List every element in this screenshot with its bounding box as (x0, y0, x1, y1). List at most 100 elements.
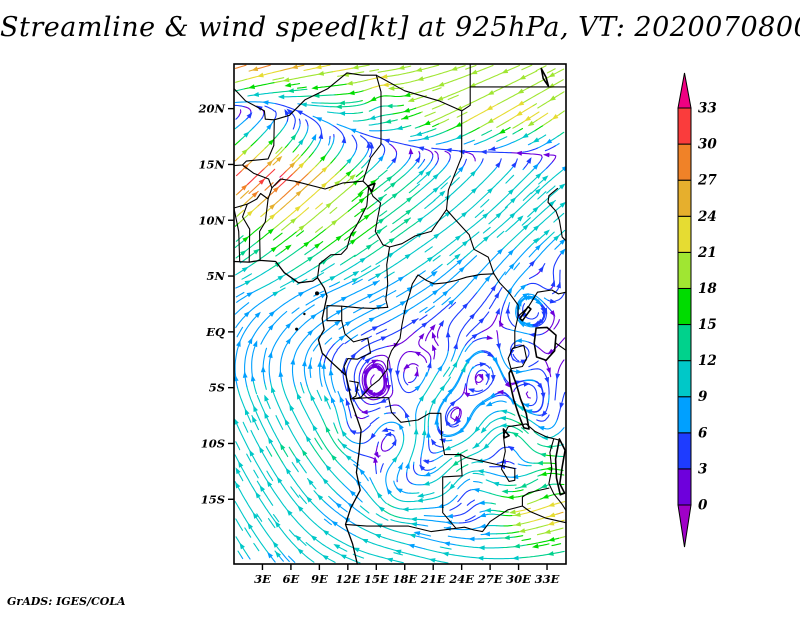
streamline (328, 495, 331, 499)
flow-arrowhead (438, 319, 445, 327)
streamline (536, 156, 543, 166)
flow-arrowhead (386, 488, 393, 495)
streamline (552, 252, 562, 285)
flow-arrowhead (395, 370, 400, 377)
flow-arrowhead (468, 536, 475, 542)
streamline (240, 190, 250, 199)
streamline (315, 142, 320, 150)
lake-outline (366, 182, 376, 192)
flow-arrowhead (331, 219, 338, 226)
flow-arrowhead (449, 483, 456, 491)
flow-arrowhead (328, 368, 334, 376)
flow-arrowhead (442, 290, 449, 297)
streamline (424, 246, 433, 253)
streamline (432, 123, 440, 128)
streamline (331, 67, 353, 73)
streamline (247, 554, 251, 560)
flow-arrowhead (405, 462, 410, 469)
flow-arrowhead (490, 375, 496, 382)
flow-arrowhead (380, 74, 388, 79)
streamline (310, 443, 325, 464)
flow-arrowhead (259, 485, 266, 492)
streamline (525, 391, 531, 399)
streamline (453, 171, 459, 178)
streamline (528, 360, 539, 368)
streamline (269, 381, 304, 452)
streamline (533, 419, 558, 430)
streamline (512, 122, 523, 129)
streamline (306, 125, 309, 133)
streamline (528, 469, 542, 475)
flow-arrowhead (349, 430, 357, 435)
flow-arrowhead (252, 340, 258, 348)
streamline (526, 461, 535, 464)
flow-arrowhead (370, 179, 377, 186)
flow-arrowhead (387, 368, 393, 375)
flow-arrowhead (377, 195, 385, 202)
flow-arrowhead (348, 90, 355, 96)
flow-arrowhead (340, 442, 348, 449)
country-border (316, 186, 370, 279)
flow-arrowhead (254, 311, 261, 318)
colorbar-label: 3 (698, 461, 707, 477)
streamline (377, 65, 412, 73)
streamline (444, 393, 464, 426)
streamline (391, 404, 399, 407)
flow-arrowhead (376, 364, 384, 370)
flow-arrowhead (367, 293, 374, 299)
streamline (537, 191, 547, 200)
streamline (517, 501, 566, 516)
streamline (235, 292, 277, 329)
streamline (370, 105, 383, 111)
flow-arrowhead (538, 265, 544, 273)
streamline (432, 255, 441, 262)
streamline (358, 372, 364, 393)
flow-arrowhead (310, 394, 316, 401)
country-border (548, 438, 567, 511)
streamline (385, 412, 396, 414)
flow-arrowhead (515, 150, 522, 156)
lon-tick-label: 6E (283, 572, 300, 586)
streamline (498, 347, 532, 373)
streamline (424, 469, 450, 485)
streamline (534, 125, 544, 132)
flow-arrowhead (318, 132, 324, 140)
colorbar-label: 33 (698, 101, 717, 117)
streamline (457, 478, 471, 490)
streamline (364, 415, 370, 419)
flow-arrowhead (483, 235, 490, 242)
streamline (320, 263, 335, 273)
streamline (422, 160, 432, 172)
flow-arrowhead (398, 423, 404, 430)
streamline (551, 543, 562, 547)
flow-arrowhead (472, 487, 480, 493)
streamline (305, 542, 336, 563)
flow-arrowhead (269, 213, 276, 220)
flow-arrowhead (268, 323, 274, 331)
flow-arrowhead (511, 161, 517, 169)
streamline (524, 379, 537, 383)
flow-arrowhead (410, 516, 417, 522)
flow-arrowhead (532, 137, 540, 143)
streamline (417, 372, 428, 389)
streamline (401, 124, 412, 129)
flow-arrowhead (322, 529, 330, 536)
flow-arrowhead (503, 535, 510, 540)
flow-arrowhead (311, 85, 318, 91)
colorbar-segment (677, 179, 692, 217)
country-border (271, 178, 364, 190)
flow-arrowhead (301, 449, 308, 457)
flow-arrowhead (330, 454, 337, 461)
flow-arrowhead (241, 184, 248, 191)
streamline (475, 162, 483, 171)
flow-arrowhead (359, 468, 366, 475)
streamline (547, 394, 550, 405)
streamline (432, 87, 442, 92)
streamline (387, 503, 394, 508)
streamline (464, 515, 476, 522)
flow-arrowhead (314, 64, 322, 70)
flow-arrowhead (532, 237, 540, 244)
streamline (272, 232, 283, 241)
streamline (532, 103, 538, 107)
flow-arrowhead (306, 496, 313, 503)
